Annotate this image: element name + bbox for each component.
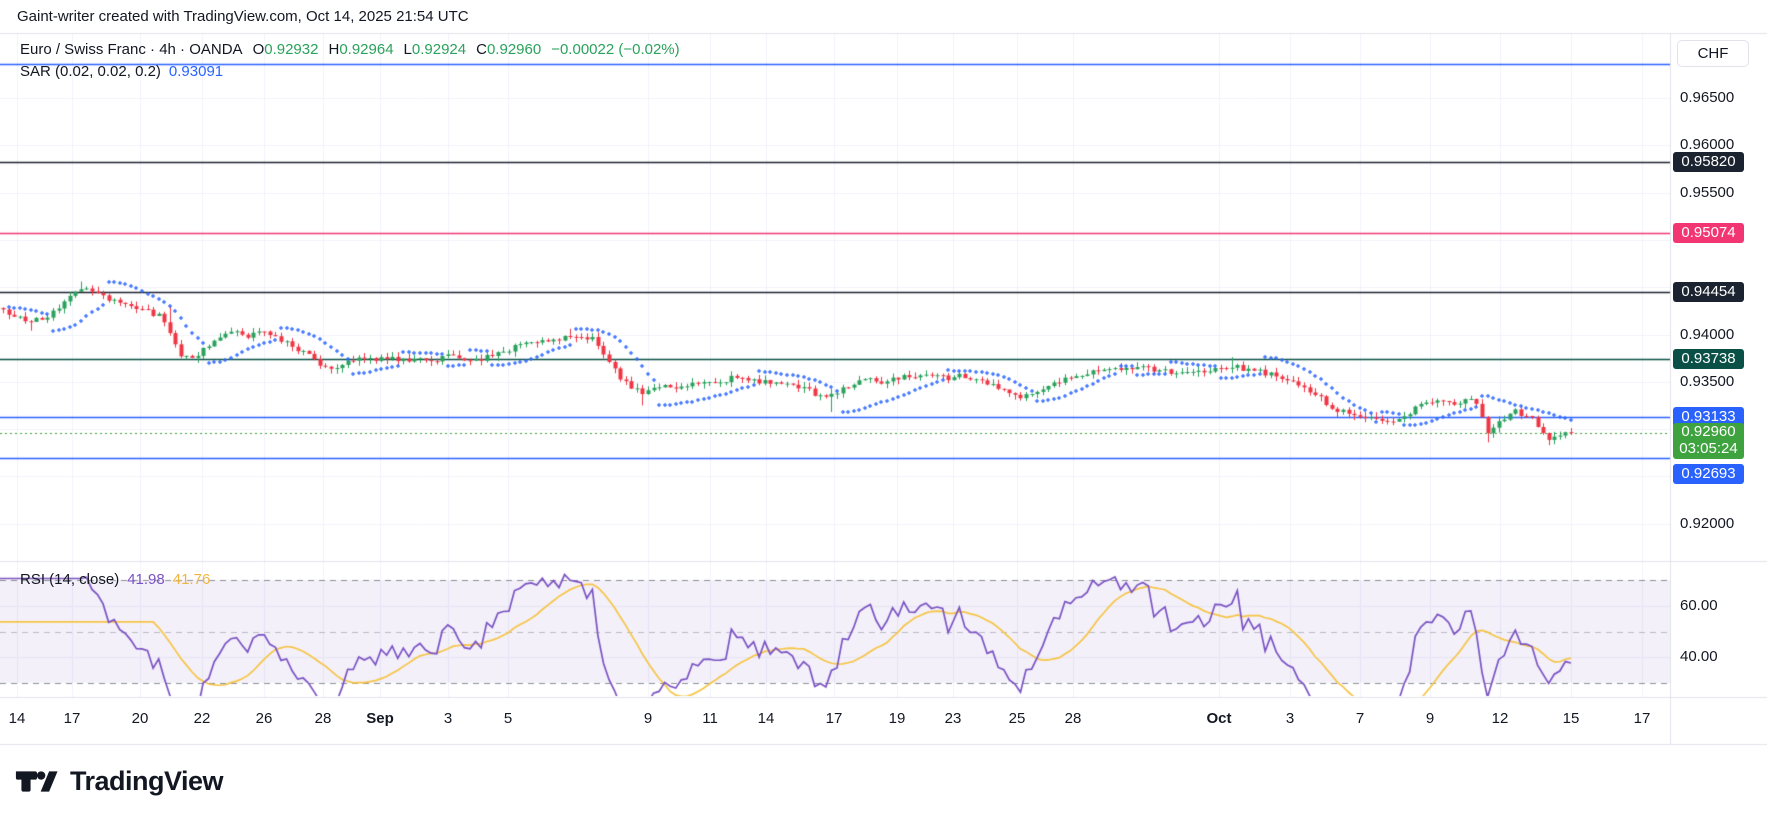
- price-badge: 0.95820: [1673, 152, 1744, 173]
- ohlc-value: 0.92932: [264, 41, 319, 58]
- time-axis-label: Oct: [1206, 710, 1232, 727]
- current-price-label: 0.92960: [1681, 422, 1736, 440]
- sar-label: SAR (0.02, 0.02, 0.2): [20, 63, 161, 80]
- price-axis-label: 0.92000: [1680, 514, 1735, 532]
- ohlc-value: 0.92964: [339, 41, 394, 58]
- ohlc-value: 0.92924: [411, 41, 467, 58]
- time-axis-label: 26: [255, 710, 273, 727]
- time-axis-label: 19: [888, 710, 906, 727]
- price-axis-label: 0.96000: [1680, 136, 1735, 154]
- time-axis-label: 3: [1285, 710, 1295, 727]
- rsi-axis-label: 60.00: [1680, 596, 1718, 614]
- sar-legend[interactable]: SAR (0.02, 0.02, 0.2) 0.93091: [20, 63, 223, 80]
- time-axis-label: 3: [443, 710, 453, 727]
- price-badge: 0.95074: [1673, 222, 1744, 243]
- tradingview-logo-icon: [15, 765, 59, 798]
- time-axis-label: 25: [1008, 710, 1026, 727]
- time-axis-label: 14: [8, 710, 26, 727]
- time-axis-label: 15: [1562, 710, 1580, 727]
- time-axis-label: 28: [314, 710, 332, 727]
- time-axis-label: 17: [825, 710, 843, 727]
- symbol-title[interactable]: Euro / Swiss Franc · 4h · OANDA: [20, 41, 243, 58]
- bar-countdown: 03:05:24: [1679, 440, 1738, 458]
- time-axis-label: 5: [503, 710, 513, 727]
- footer-brand[interactable]: TradingView: [15, 765, 224, 798]
- time-axis-label: Sep: [366, 710, 394, 727]
- time-axis-label: 7: [1355, 710, 1365, 727]
- ohlc-key: C: [476, 41, 487, 58]
- time-axis-label: 11: [702, 710, 718, 727]
- time-axis-label: 22: [193, 710, 211, 727]
- price-axis-label: 0.93500: [1680, 372, 1735, 390]
- price-axis-label: 0.94000: [1680, 325, 1735, 343]
- time-axis-label: 14: [757, 710, 775, 727]
- brand-name: TradingView: [70, 766, 224, 796]
- time-axis-label: 9: [1425, 710, 1435, 727]
- time-axis-label: 23: [944, 710, 962, 727]
- time-axis-label: 20: [131, 710, 149, 727]
- price-badge: 0.94454: [1673, 281, 1744, 302]
- time-axis-label: 9: [643, 710, 653, 727]
- ohlc-values: O0.92932 H0.92964 L0.92924 C0.92960: [243, 41, 542, 58]
- rsi-legend[interactable]: RSI (14, close) 41.98 41.76: [20, 571, 210, 588]
- ohlc-value: 0.92960: [486, 41, 542, 58]
- rsi-value: 41.98: [127, 571, 165, 588]
- change-value: −0.00022 (−0.02%): [551, 41, 680, 58]
- price-badge: 0.93133: [1673, 406, 1744, 427]
- currency-toggle-button[interactable]: CHF: [1677, 40, 1749, 67]
- price-badge: 0.92693: [1673, 464, 1744, 485]
- ohlc-key: L: [403, 41, 412, 58]
- rsi-ma-value: 41.76: [172, 571, 211, 588]
- symbol-legend[interactable]: Euro / Swiss Franc · 4h · OANDA O0.92932 H…: [20, 41, 680, 58]
- rsi-axis-label: 40.00: [1680, 648, 1718, 666]
- ohlc-key: H: [328, 41, 340, 58]
- time-axis-label: 28: [1064, 710, 1082, 727]
- ohlc-key: O: [252, 41, 265, 58]
- price-axis-label: 0.96500: [1680, 89, 1735, 106]
- price-badge: 0.93738: [1673, 349, 1744, 370]
- time-axis[interactable]: 14 17 20 22 26 28 Sep 3 5 9 11 14 17 19 23 25 28 Oct 3 7 9 12…: [0, 697, 1767, 745]
- time-axis-label: 12: [1491, 710, 1509, 727]
- time-axis-label: 17: [1633, 710, 1651, 727]
- rsi-label: RSI (14, close): [20, 571, 120, 588]
- price-axis[interactable]: 0.96500 0.96000 0.95500 0.94000 0.93500 0.920…: [1670, 33, 1767, 744]
- credit-text: Gaint-writer created with TradingView.co…: [17, 8, 469, 25]
- time-axis-label: 17: [63, 710, 81, 727]
- price-badge: 0.92960 03:05:24: [1673, 422, 1744, 459]
- sar-value: 0.93091: [168, 63, 224, 80]
- price-axis-label: 0.95500: [1680, 183, 1735, 201]
